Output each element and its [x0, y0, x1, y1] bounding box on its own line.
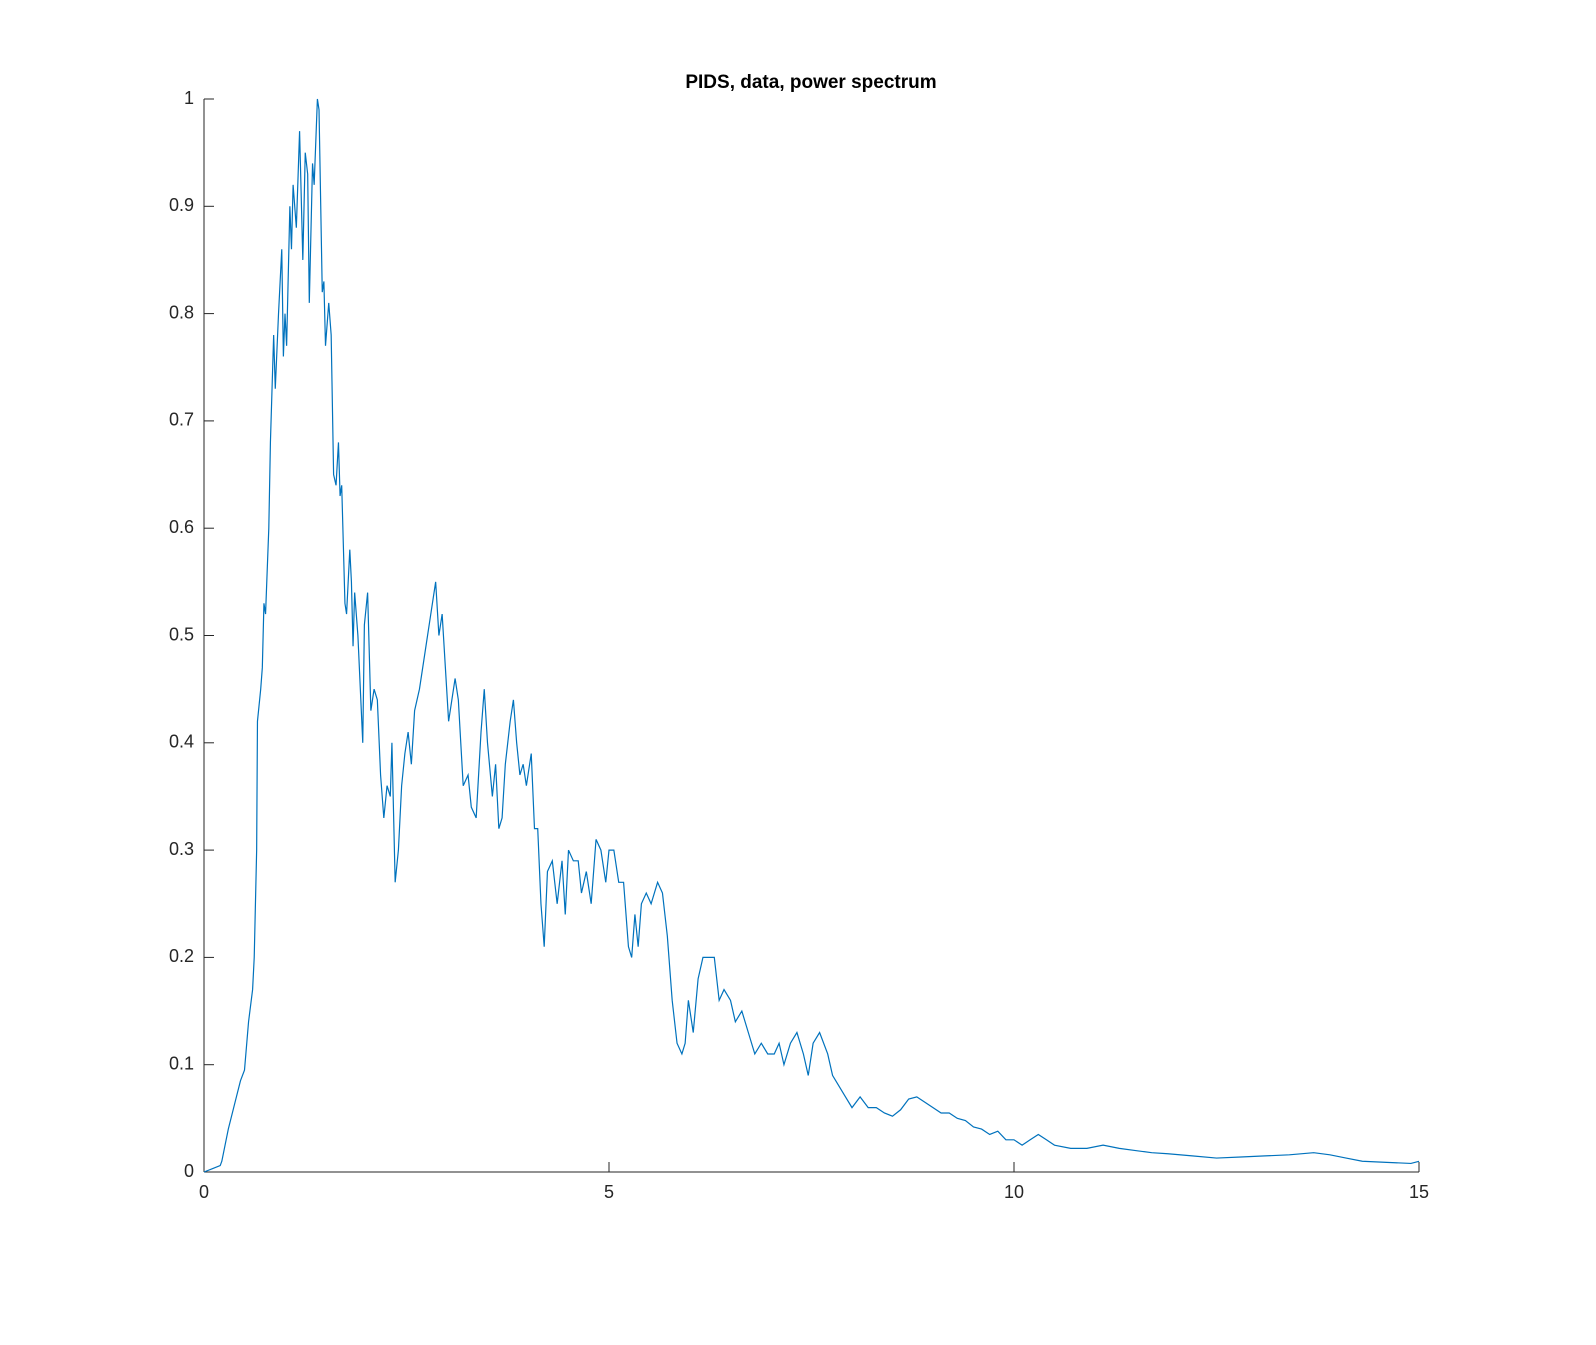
x-tick-label: 0 [199, 1182, 209, 1202]
y-tick-label: 0.7 [169, 410, 194, 430]
x-tick-label: 5 [604, 1182, 614, 1202]
y-tick-label: 0.1 [169, 1053, 194, 1073]
y-tick-label: 0.5 [169, 624, 194, 644]
y-tick-label: 0.8 [169, 302, 194, 322]
data-line [203, 98, 1420, 1173]
y-tick-label: 0 [184, 1161, 194, 1181]
y-tick-label: 0.3 [169, 839, 194, 859]
y-tick-label: 0.4 [169, 732, 194, 752]
y-tick-label: 0.2 [169, 946, 194, 966]
y-tick-label: 0.6 [169, 517, 194, 537]
chart-title: PIDS, data, power spectrum [685, 72, 936, 93]
y-tick-label: 0.9 [169, 195, 194, 215]
y-tick-label: 1 [184, 88, 194, 108]
x-tick-label: 10 [1004, 1182, 1024, 1202]
x-tick-label: 15 [1409, 1182, 1429, 1202]
